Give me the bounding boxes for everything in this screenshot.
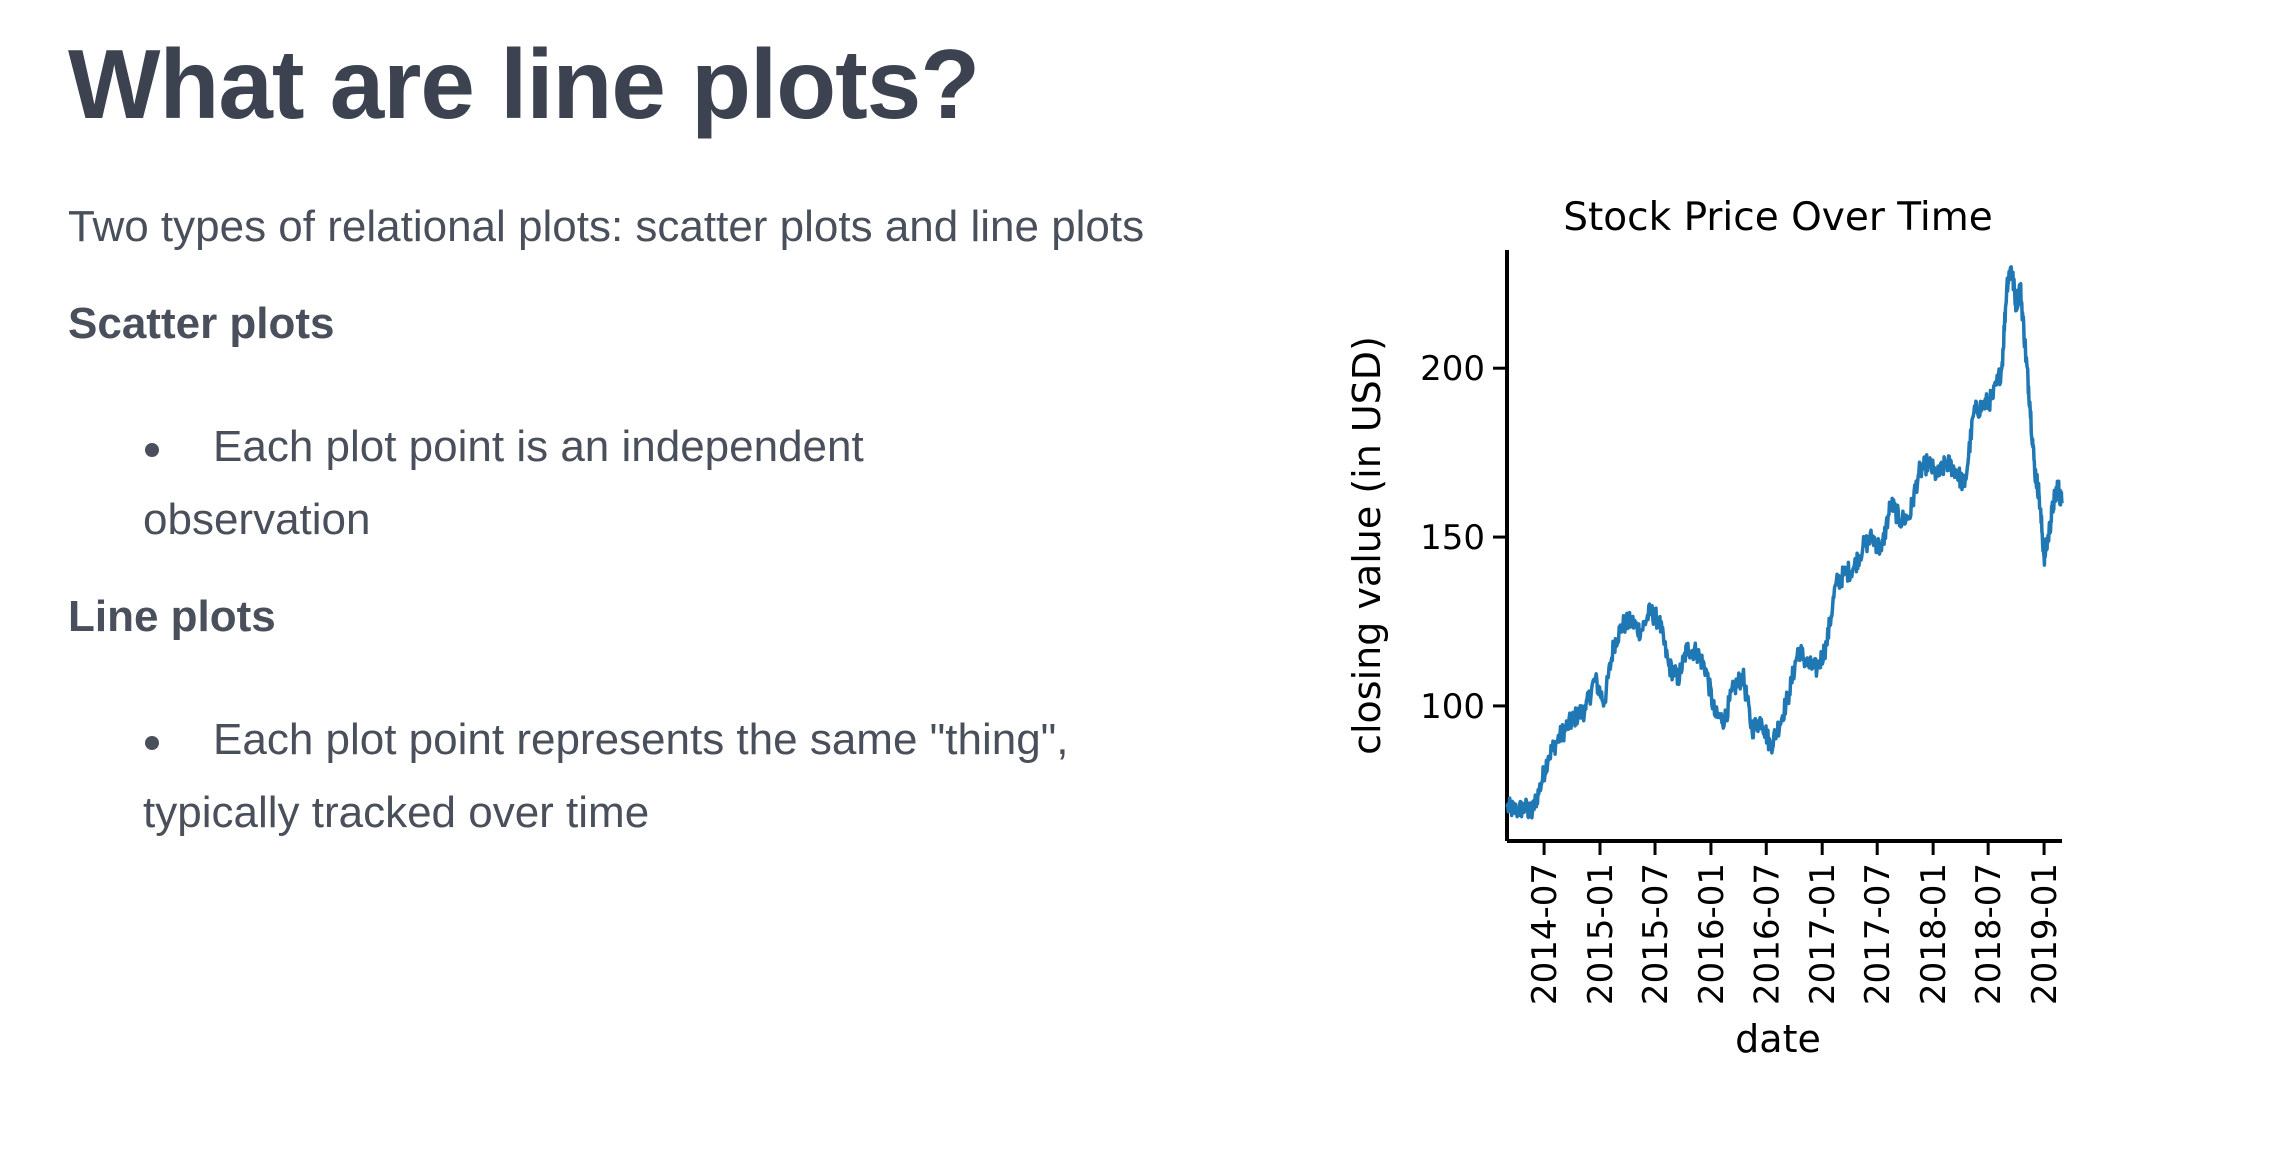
- x-tick-label: 2017-07: [1858, 863, 1898, 1005]
- bullet-text-line2: typically tracked over time: [143, 788, 650, 837]
- x-tick-label: 2015-07: [1636, 863, 1676, 1005]
- scatter-plots-heading: Scatter plots: [68, 299, 335, 348]
- y-axis-label: closing value (in USD): [1345, 336, 1389, 755]
- bullet-dot-icon: [145, 443, 159, 457]
- x-tick-label: 2016-01: [1692, 863, 1732, 1005]
- x-tick-label: 2017-01: [1803, 863, 1843, 1005]
- slide-title: What are line plots?: [68, 29, 980, 139]
- bullet-text-line2: observation: [143, 495, 371, 544]
- bullet-text-line1: Each plot point is an independent: [213, 422, 864, 471]
- chart-axes: [1505, 250, 2062, 843]
- y-tick-label: 200: [1420, 349, 1485, 389]
- y-tick-label: 150: [1420, 518, 1485, 558]
- slide-body: Two types of relational plots: scatter p…: [68, 190, 1168, 849]
- intro-text: Two types of relational plots: scatter p…: [68, 202, 1145, 251]
- chart-title: Stock Price Over Time: [1563, 195, 1993, 240]
- x-axis-label: date: [1735, 1017, 1821, 1061]
- scatter-plots-bullet: Each plot point is an independent observ…: [68, 410, 1203, 556]
- chart-svg: Stock Price Over Time closing value (in …: [1345, 195, 2065, 1061]
- x-tick-label: 2014-07: [1525, 863, 1565, 1005]
- x-tick-label: 2018-07: [1969, 863, 2009, 1005]
- line-plots-bullet: Each plot point represents the same "thi…: [68, 703, 1203, 849]
- series-line: [1505, 265, 2064, 820]
- line-plots-heading: Line plots: [68, 592, 276, 641]
- x-tick-label: 2016-07: [1747, 863, 1787, 1005]
- x-tick-label: 2015-01: [1581, 863, 1621, 1005]
- bullet-text-line1: Each plot point represents the same "thi…: [213, 715, 1069, 764]
- x-tick-label: 2018-01: [1914, 863, 1954, 1005]
- x-tick-label: 2019-01: [2025, 863, 2065, 1005]
- bullet-dot-icon: [145, 736, 159, 750]
- chart-series: [1505, 265, 2064, 820]
- chart-ticks: 100 150 200 2014-07 2015-01 2015-07 2016-01 201…: [1420, 349, 2065, 1005]
- stock-price-chart: Stock Price Over Time closing value (in …: [1320, 170, 2120, 1090]
- y-tick-label: 100: [1420, 687, 1485, 727]
